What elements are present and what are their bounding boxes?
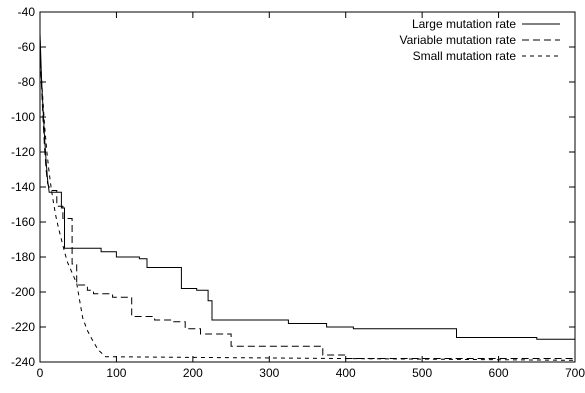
x-tick-label: 400 — [336, 366, 356, 380]
y-tick-label: -200 — [11, 285, 35, 299]
y-tick-label: -140 — [11, 180, 35, 194]
x-tick-label: 100 — [106, 366, 126, 380]
x-tick-label: 700 — [565, 366, 585, 380]
legend-label-2: Variable mutation rate — [399, 33, 516, 47]
legend-label-1: Large mutation rate — [412, 17, 516, 31]
y-tick-label: -40 — [18, 5, 36, 19]
series-line-1 — [39, 32, 576, 343]
legend: Large mutation rate Variable mutation rat… — [399, 17, 560, 63]
plot-frame — [39, 11, 576, 363]
y-tick-label: -60 — [18, 40, 36, 54]
x-tick-label: 0 — [37, 366, 44, 380]
series-line-3 — [39, 55, 576, 361]
x-tick-label: 500 — [412, 366, 432, 380]
series-group — [39, 32, 576, 361]
axis-ticks: 0 100 200 300 400 500 600 700 -40 -60 -80 -100 -120 -… — [11, 5, 585, 380]
x-tick-label: 200 — [183, 366, 203, 380]
x-tick-label: 600 — [489, 366, 509, 380]
y-tick-label: -120 — [11, 145, 35, 159]
y-tick-label: -240 — [11, 355, 35, 369]
y-tick-label: -220 — [11, 320, 35, 334]
series-line-2 — [39, 38, 575, 359]
legend-label-3: Small mutation rate — [413, 49, 517, 63]
x-tick-label: 300 — [259, 366, 279, 380]
y-tick-label: -80 — [18, 75, 36, 89]
y-tick-label: -100 — [11, 110, 35, 124]
y-tick-label: -180 — [11, 250, 35, 264]
y-tick-label: -160 — [11, 215, 35, 229]
